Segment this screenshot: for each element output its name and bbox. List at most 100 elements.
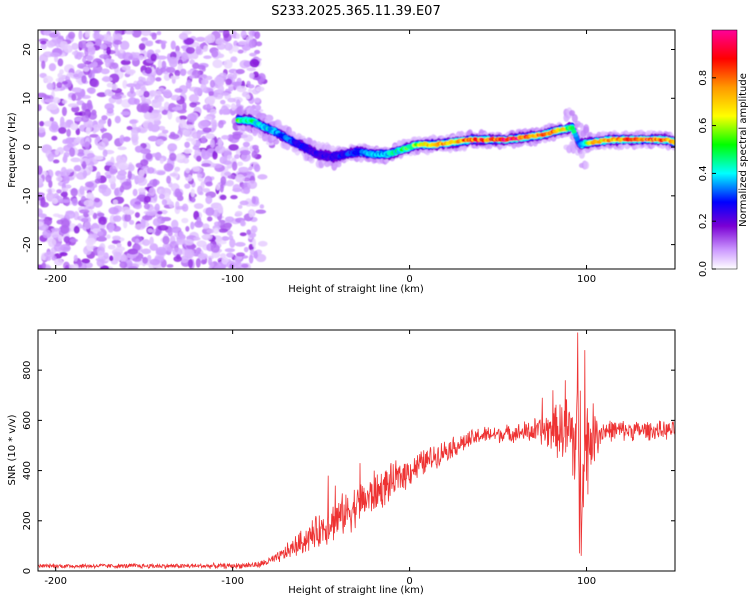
heatmap-noise-cell: [248, 39, 255, 49]
heatmap-noise-cell: [175, 239, 186, 245]
heatmap-noise-cell: [138, 43, 146, 51]
chart-title: S233.2025.365.11.39.E07: [271, 4, 440, 19]
heatmap-noise-cell: [61, 187, 69, 192]
heatmap-noise-cell: [151, 111, 162, 122]
heatmap-noise-cell: [248, 254, 254, 264]
heatmap-noise-cell: [51, 197, 59, 205]
heatmap-noise-cell: [192, 145, 200, 151]
heatmap-noise-cell: [106, 46, 111, 56]
heatmap-noise-cell: [51, 255, 57, 261]
heatmap-noise-cell: [197, 120, 209, 130]
heatmap-noise-cell: [38, 104, 42, 112]
heatmap-halo-cell: [571, 114, 578, 123]
heatmap-noise-cell: [188, 52, 195, 60]
heatmap-noise-cell: [217, 204, 224, 214]
heatmap-noise-cell: [151, 32, 157, 40]
heatmap-noise-cell: [200, 259, 207, 265]
heatmap-noise-cell: [171, 219, 179, 229]
heatmap-noise-cell: [104, 89, 109, 96]
heatmap-noise-cell: [218, 30, 224, 33]
heatmap-noise-cell: [97, 250, 104, 260]
heatmap-noise-cell: [127, 170, 132, 180]
heatmap-noise-cell: [126, 83, 137, 88]
heatmap-noise-cell: [201, 234, 211, 239]
heatmap-noise-cell: [134, 175, 145, 184]
heatmap-noise-cell: [140, 30, 152, 37]
heatmap-noise-cell: [234, 154, 240, 159]
heatmap-noise-cell: [102, 149, 108, 158]
heatmap-noise-cell: [211, 49, 219, 58]
heatmap-noise-cell: [224, 42, 233, 51]
heatmap-noise-cell: [199, 191, 204, 196]
heatmap-noise-cell: [116, 173, 127, 181]
heatmap-noise-cell: [94, 178, 101, 184]
heatmap-noise-cell: [247, 180, 258, 189]
heatmap-noise-cell: [104, 58, 111, 68]
heatmap-noise-cell: [257, 174, 268, 180]
heatmap-noise-cell: [70, 187, 78, 197]
heatmap-noise-cell: [56, 82, 63, 89]
heatmap-noise-cell: [64, 210, 76, 219]
heatmap-noise-cell: [174, 69, 181, 77]
heatmap-noise-cell: [48, 32, 59, 38]
heatmap-noise-cell: [141, 248, 152, 255]
heatmap-noise-cell: [202, 127, 212, 133]
heatmap-noise-cell: [69, 147, 76, 157]
heatmap-noise-cell: [249, 249, 255, 255]
heatmap-noise-cell: [167, 143, 178, 152]
heatmap-noise-cell: [53, 243, 64, 252]
heatmap-noise-cell: [116, 53, 125, 58]
heatmap-noise-cell: [144, 66, 153, 75]
heatmap-noise-cell: [230, 56, 238, 63]
heatmap-noise-cell: [232, 184, 241, 192]
heatmap-noise-cell: [221, 256, 229, 265]
heatmap-noise-cell: [240, 149, 251, 156]
heatmap-noise-cell: [252, 144, 259, 150]
heatmap-noise-cell: [97, 141, 106, 151]
heatmap-noise-cell: [190, 188, 195, 198]
heatmap-noise-cell: [82, 57, 87, 63]
heatmap-noise-cell: [181, 217, 189, 224]
heatmap-noise-cell: [66, 143, 74, 148]
heatmap-noise-cell: [255, 41, 263, 47]
heatmap-noise-cell: [85, 126, 91, 135]
heatmap-noise-cell: [96, 258, 105, 267]
x-tick-label: -200: [44, 274, 67, 285]
heatmap-noise-cell: [189, 59, 195, 65]
heatmap-noise-cell: [74, 111, 83, 116]
heatmap-noise-cell: [108, 206, 119, 215]
heatmap-noise-cell: [38, 221, 44, 227]
heatmap-noise-cell: [183, 148, 193, 154]
heatmap-noise-cell: [114, 115, 121, 124]
heatmap-noise-cell: [149, 236, 154, 246]
heatmap-noise-cell: [150, 53, 157, 62]
heatmap-noise-cell: [103, 252, 109, 260]
heatmap-noise-cell: [146, 76, 155, 86]
heatmap-noise-cell: [218, 138, 223, 148]
heatmap-noise-cell: [238, 166, 250, 173]
heatmap-noise-cell: [227, 97, 237, 103]
heatmap-noise-cell: [140, 218, 146, 229]
heatmap-noise-cell: [109, 255, 114, 262]
snr-series-line: [38, 332, 675, 570]
heatmap-noise-cell: [56, 189, 62, 194]
colorbar: 0.0 0.2 0.4 0.6 0.8 Normalized spectral ampl…: [698, 29, 749, 277]
heatmap-noise-cell: [73, 138, 81, 144]
heatmap-noise-cell: [151, 109, 162, 114]
heatmap-noise-cell: [236, 85, 247, 93]
heatmap-noise-cell: [178, 32, 189, 40]
heatmap-noise-cell: [149, 258, 161, 266]
heatmap-noise-cell: [60, 224, 70, 234]
heatmap-noise-cell: [184, 141, 190, 148]
heatmap-noise-cell: [188, 94, 199, 103]
heatmap-noise-cell: [74, 117, 84, 122]
heatmap-noise-cell: [205, 75, 213, 81]
heatmap-noise-cell: [220, 176, 227, 186]
heatmap-noise-cell: [132, 257, 142, 262]
heatmap-noise-cell: [56, 176, 63, 182]
heatmap-noise-cell: [62, 169, 71, 177]
heatmap-noise-cell: [43, 30, 50, 36]
heatmap-noise-cell: [62, 139, 69, 145]
heatmap-noise-cell: [86, 99, 93, 110]
heatmap-halo-cell: [244, 124, 251, 132]
